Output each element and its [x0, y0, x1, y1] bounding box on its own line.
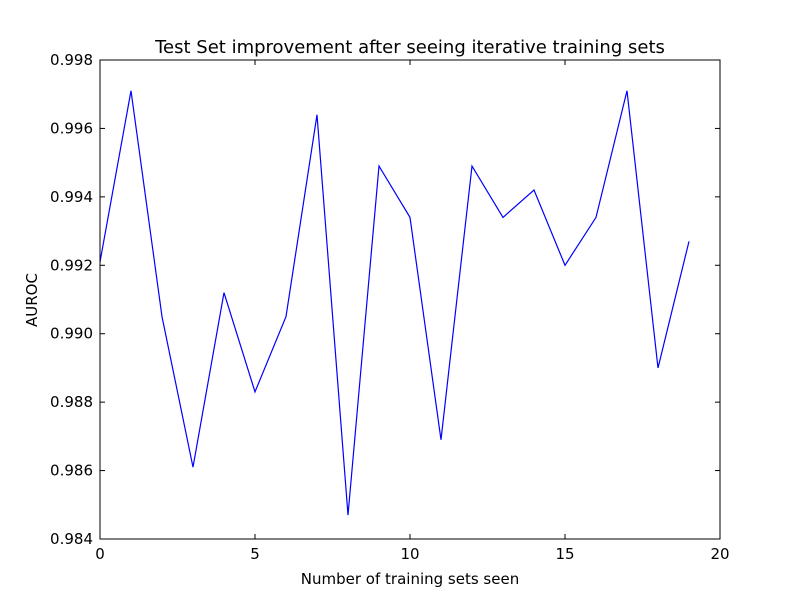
- y-tick-label: 0.986: [50, 462, 93, 480]
- x-axis-label: Number of training sets seen: [301, 570, 519, 588]
- chart-title: Test Set improvement after seeing iterat…: [154, 37, 665, 58]
- x-tick-label: 5: [250, 545, 260, 563]
- x-tick-label: 10: [400, 545, 419, 563]
- y-tick-label: 0.994: [50, 188, 93, 206]
- y-tick-label: 0.998: [50, 51, 93, 69]
- y-tick-label: 0.992: [50, 256, 93, 274]
- x-tick-label: 0: [95, 545, 105, 563]
- y-axis-label: AUROC: [23, 273, 41, 327]
- x-tick-label: 20: [710, 545, 729, 563]
- x-tick-label: 15: [555, 545, 574, 563]
- y-tick-label: 0.996: [50, 119, 93, 137]
- y-tick-label: 0.984: [50, 530, 93, 548]
- y-tick-label: 0.990: [50, 325, 93, 343]
- y-tick-label: 0.988: [50, 393, 93, 411]
